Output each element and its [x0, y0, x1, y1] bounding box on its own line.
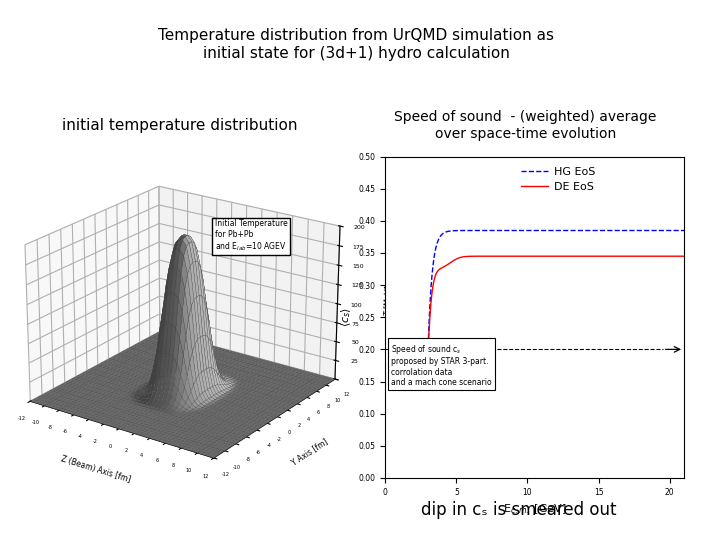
Text: dip in cₛ is smeared out: dip in cₛ is smeared out	[420, 501, 616, 519]
HG EoS	[674, 227, 683, 234]
Text: Temperature distribution from UrQMD simulation as
initial state for (3d+1) hydro: Temperature distribution from UrQMD simu…	[158, 28, 554, 60]
Line: DE EoS: DE EoS	[428, 256, 684, 359]
Text: Initial Temperature
for Pb+Pb
and E$_{lab}$=10 AGEV: Initial Temperature for Pb+Pb and E$_{la…	[215, 219, 287, 253]
X-axis label: Z (Beam) Axis [fm]: Z (Beam) Axis [fm]	[60, 454, 132, 484]
DE EoS	[546, 253, 555, 259]
Text: Speed of sound c$_s$
proposed by STAR 3-part.
corrolation data
and a mach cone s: Speed of sound c$_s$ proposed by STAR 3-…	[391, 343, 492, 387]
Y-axis label: Y Axis [fm]: Y Axis [fm]	[289, 437, 329, 467]
X-axis label: E$_{c.m.}$ [GeV]: E$_{c.m.}$ [GeV]	[503, 502, 567, 516]
HG EoS	[634, 227, 643, 234]
HG EoS	[423, 350, 432, 356]
Text: Speed of sound  - (weighted) average
over space-time evolution: Speed of sound - (weighted) average over…	[395, 111, 657, 140]
DE EoS	[562, 253, 571, 259]
HG EoS	[577, 227, 585, 234]
DE EoS	[545, 253, 554, 259]
Text: initial temperature distribution: initial temperature distribution	[62, 118, 298, 133]
Legend: HG EoS, DE EoS: HG EoS, DE EoS	[516, 162, 600, 197]
HG EoS	[573, 227, 582, 234]
DE EoS	[554, 253, 562, 259]
DE EoS	[577, 253, 585, 259]
DE EoS	[680, 253, 688, 259]
DE EoS	[674, 253, 683, 259]
HG EoS	[545, 227, 554, 234]
Y-axis label: $\langle c_s \rangle$: $\langle c_s \rangle$	[339, 307, 353, 327]
Line: HG EoS: HG EoS	[428, 231, 684, 353]
DE EoS	[423, 355, 432, 362]
HG EoS	[546, 227, 555, 234]
HG EoS	[562, 227, 571, 234]
HG EoS	[680, 227, 688, 234]
DE EoS	[634, 253, 643, 259]
